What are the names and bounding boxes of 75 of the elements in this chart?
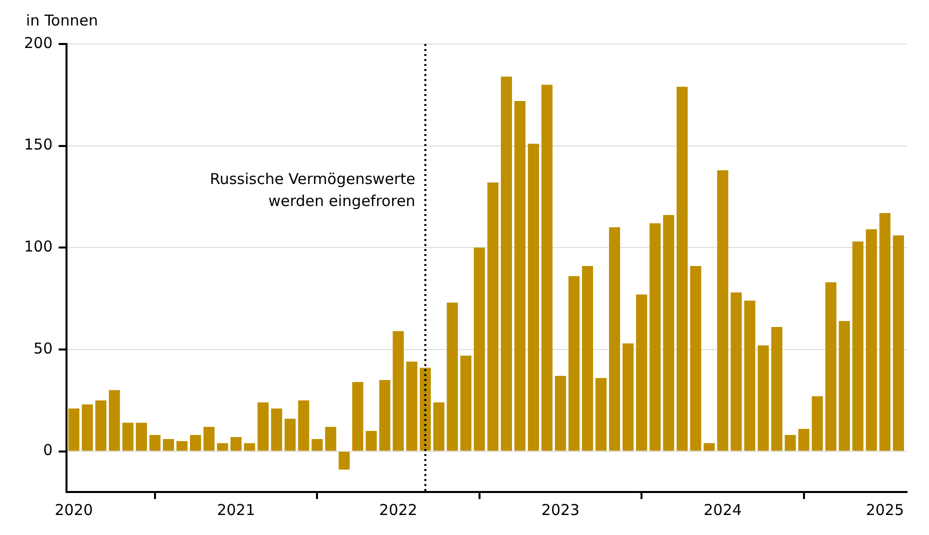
- bar: [838, 320, 850, 451]
- bar: [82, 404, 93, 451]
- bar: [216, 443, 228, 451]
- bar: [68, 408, 80, 451]
- bar: [852, 242, 864, 451]
- bar: [690, 266, 702, 451]
- x-tick-label: 2025: [866, 500, 904, 519]
- bar: [758, 345, 769, 451]
- bar: [582, 266, 594, 451]
- bar: [312, 439, 323, 451]
- bar: [136, 422, 147, 451]
- bar: [392, 331, 404, 451]
- bar: [825, 282, 836, 451]
- ref-line-label: Russische Vermögenswerte werden eingefroren: [210, 170, 416, 210]
- bar: [122, 422, 134, 451]
- bar: [514, 101, 526, 451]
- bar: [866, 229, 877, 451]
- bar: [325, 426, 336, 451]
- bar: [420, 368, 431, 451]
- bar: [663, 215, 674, 451]
- bar: [352, 382, 364, 451]
- bar: [798, 428, 810, 451]
- x-tick-label: 2020: [54, 500, 93, 519]
- bar: [190, 434, 202, 451]
- bar: [528, 144, 539, 451]
- bar: [596, 378, 607, 451]
- bar: [149, 434, 160, 451]
- bar: [433, 402, 444, 451]
- bar: [298, 400, 310, 451]
- bar: [108, 390, 120, 451]
- bar: [744, 300, 756, 451]
- y-tick-label: 150: [24, 136, 53, 154]
- y-tick-label: 200: [24, 34, 53, 52]
- bar: [379, 380, 390, 451]
- bar: [730, 292, 742, 451]
- bar: [162, 439, 174, 451]
- bar: [636, 294, 648, 451]
- bar: [622, 343, 634, 451]
- bar: [271, 408, 282, 451]
- bar: [487, 182, 498, 451]
- x-tick-label: 2024: [704, 500, 742, 519]
- y-tick-label: 100: [24, 238, 53, 256]
- bar: [203, 426, 215, 451]
- bar: [892, 235, 904, 451]
- bar: [366, 430, 377, 451]
- y-tick-label: 0: [43, 441, 53, 460]
- bar: [474, 248, 485, 451]
- bar: [650, 223, 661, 451]
- bar: [258, 402, 269, 451]
- bar: [284, 418, 296, 451]
- bar: [704, 443, 715, 451]
- bar: [717, 170, 728, 451]
- bar: [230, 437, 242, 451]
- bar: [609, 227, 620, 451]
- bar: [541, 84, 553, 451]
- y-axis-title: in Tonnen: [26, 11, 98, 30]
- bar: [95, 400, 106, 451]
- bar: [500, 76, 512, 451]
- bar: [460, 356, 472, 451]
- bar: [406, 362, 418, 451]
- bar: [554, 376, 566, 451]
- bar: [812, 396, 823, 451]
- bar: [771, 327, 782, 451]
- bar: [446, 302, 458, 451]
- bar: [568, 276, 580, 451]
- bar: [879, 213, 890, 451]
- y-tick-label: 50: [34, 339, 53, 358]
- bar: [784, 434, 796, 451]
- bar: [176, 441, 188, 451]
- bar: [676, 86, 688, 451]
- x-tick-label: 2022: [379, 500, 418, 519]
- x-tick-label: 2021: [216, 500, 256, 519]
- x-tick-label: 2023: [541, 500, 580, 519]
- bar: [338, 452, 350, 470]
- bar: [244, 443, 256, 451]
